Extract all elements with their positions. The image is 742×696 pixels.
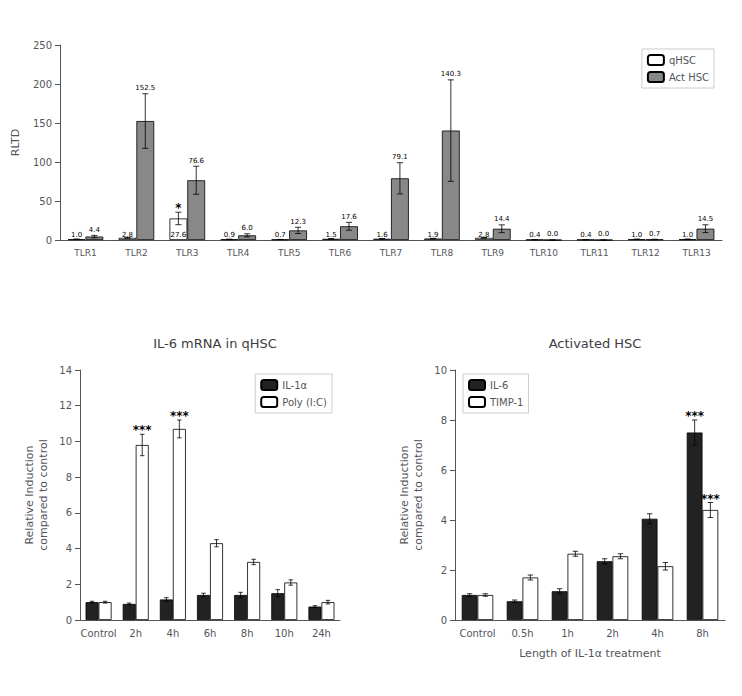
svg-text:TLR5: TLR5	[277, 248, 301, 258]
svg-text:Activated HSC: Activated HSC	[549, 336, 642, 351]
svg-text:150: 150	[33, 118, 52, 129]
svg-text:14.4: 14.4	[494, 215, 510, 223]
svg-text:TLR8: TLR8	[430, 248, 454, 258]
svg-text:TIMP-1: TIMP-1	[489, 397, 523, 408]
svg-text:8: 8	[66, 472, 72, 483]
svg-text:140.3: 140.3	[441, 70, 461, 78]
svg-text:12.3: 12.3	[290, 218, 306, 226]
svg-text:TLR7: TLR7	[379, 248, 403, 258]
svg-text:0.7: 0.7	[275, 231, 286, 239]
svg-text:qHSC: qHSC	[669, 55, 696, 66]
svg-text:0: 0	[441, 615, 447, 626]
svg-text:RLTD: RLTD	[9, 129, 22, 156]
svg-text:1.6: 1.6	[377, 231, 389, 239]
svg-text:Length of IL-1α treatment: Length of IL-1α treatment	[519, 647, 661, 660]
svg-text:4h: 4h	[167, 628, 180, 639]
svg-text:TLR11: TLR11	[580, 248, 609, 258]
svg-text:Relative Induction: Relative Induction	[398, 445, 411, 544]
svg-text:0.0: 0.0	[598, 230, 609, 238]
svg-text:27.6: 27.6	[171, 231, 187, 239]
svg-text:14.5: 14.5	[698, 215, 714, 223]
svg-text:0.7: 0.7	[649, 230, 660, 238]
svg-text:Act HSC: Act HSC	[669, 72, 709, 83]
svg-text:***: ***	[170, 409, 190, 423]
svg-text:4.4: 4.4	[89, 226, 101, 234]
svg-text:compared to control: compared to control	[37, 439, 50, 550]
svg-text:10: 10	[434, 365, 447, 376]
svg-text:TLR4: TLR4	[226, 248, 250, 258]
svg-text:TLR10: TLR10	[529, 248, 558, 258]
svg-text:76.6: 76.6	[188, 157, 204, 165]
svg-text:***: ***	[701, 492, 721, 506]
svg-text:250: 250	[33, 40, 52, 51]
svg-text:8: 8	[441, 415, 447, 426]
svg-text:100: 100	[33, 157, 52, 168]
svg-text:0: 0	[66, 615, 72, 626]
svg-text:***: ***	[685, 409, 705, 423]
svg-text:0.4: 0.4	[529, 231, 541, 239]
svg-text:79.1: 79.1	[392, 153, 408, 161]
svg-text:TLR3: TLR3	[175, 248, 199, 258]
svg-text:1h: 1h	[561, 628, 574, 639]
svg-text:4h: 4h	[651, 628, 664, 639]
svg-text:1.9: 1.9	[427, 231, 438, 239]
svg-text:17.6: 17.6	[341, 213, 357, 221]
svg-text:24h: 24h	[312, 628, 331, 639]
svg-text:10h: 10h	[275, 628, 294, 639]
svg-text:2: 2	[66, 579, 72, 590]
svg-text:TLR13: TLR13	[681, 248, 710, 258]
svg-text:1.0: 1.0	[631, 231, 642, 239]
svg-text:Control: Control	[80, 628, 116, 639]
svg-text:4: 4	[441, 515, 447, 526]
svg-text:2.8: 2.8	[478, 231, 489, 239]
svg-text:14: 14	[59, 365, 72, 376]
svg-text:152.5: 152.5	[135, 84, 155, 92]
svg-text:200: 200	[33, 79, 52, 90]
svg-text:12: 12	[59, 400, 72, 411]
svg-text:1.0: 1.0	[682, 231, 693, 239]
svg-text:0.9: 0.9	[224, 231, 235, 239]
svg-text:0.5h: 0.5h	[511, 628, 533, 639]
svg-text:1.0: 1.0	[71, 231, 82, 239]
svg-text:compared to control: compared to control	[412, 439, 425, 550]
svg-text:TLR2: TLR2	[124, 248, 148, 258]
svg-text:0: 0	[46, 235, 52, 246]
svg-text:1.5: 1.5	[326, 231, 337, 239]
svg-text:*: *	[175, 201, 182, 215]
svg-text:50: 50	[39, 196, 52, 207]
svg-text:6h: 6h	[204, 628, 217, 639]
svg-text:IL-1α: IL-1α	[282, 380, 307, 391]
svg-text:Relative Induction: Relative Induction	[23, 445, 36, 544]
svg-text:8h: 8h	[241, 628, 254, 639]
svg-text:8h: 8h	[696, 628, 709, 639]
svg-text:IL-6 mRNA in qHSC: IL-6 mRNA in qHSC	[153, 336, 277, 351]
svg-text:6: 6	[441, 465, 447, 476]
svg-text:TLR9: TLR9	[481, 248, 505, 258]
svg-text:0.4: 0.4	[580, 231, 592, 239]
svg-text:TLR12: TLR12	[631, 248, 660, 258]
svg-text:4: 4	[66, 543, 72, 554]
svg-text:6.0: 6.0	[242, 224, 253, 232]
svg-text:IL-6: IL-6	[490, 380, 508, 391]
svg-text:2.8: 2.8	[122, 231, 133, 239]
svg-text:10: 10	[59, 436, 72, 447]
svg-text:TLR1: TLR1	[73, 248, 97, 258]
svg-text:2: 2	[441, 565, 447, 576]
svg-text:6: 6	[66, 507, 72, 518]
svg-text:***: ***	[133, 423, 153, 437]
svg-text:TLR6: TLR6	[328, 248, 352, 258]
svg-text:2h: 2h	[129, 628, 142, 639]
svg-text:Poly (I:C): Poly (I:C)	[282, 397, 327, 408]
svg-text:0.0: 0.0	[547, 230, 558, 238]
svg-text:Control: Control	[459, 628, 495, 639]
svg-text:2h: 2h	[606, 628, 619, 639]
